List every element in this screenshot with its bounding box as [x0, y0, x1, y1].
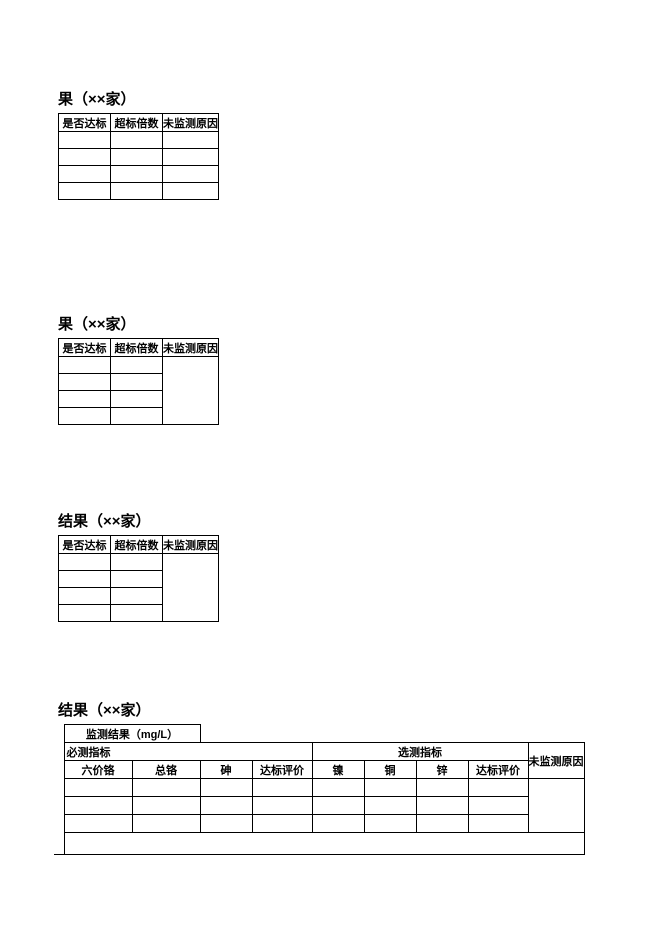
section-2-title: 果（××家）	[58, 313, 219, 334]
table-header-row: 是否达标 超标倍数 未监测原因	[59, 536, 219, 554]
section-2-table: 是否达标 超标倍数 未监测原因	[58, 338, 219, 425]
table-header-row-1: 监测结果（mg/L）	[54, 725, 584, 743]
col-compliant: 是否达标	[59, 339, 111, 357]
section-3-table: 是否达标 超标倍数 未监测原因	[58, 535, 219, 622]
col-cr6: 六价铬	[64, 761, 132, 779]
table-row	[54, 815, 584, 833]
table-footer-row	[54, 833, 584, 855]
section-3-title: 结果（××家）	[58, 510, 219, 531]
col-opt-eval: 达标评价	[468, 761, 528, 779]
col-optional-group: 选测指标	[312, 743, 528, 761]
col-multiple: 超标倍数	[111, 536, 163, 554]
col-result: 监测结果（mg/L）	[64, 725, 200, 743]
col-compliant: 是否达标	[59, 114, 111, 132]
section-4-table: 监测结果（mg/L） 必测指标 选测指标 未监测原因 六价铬 总铬 砷 达标评价…	[54, 724, 585, 855]
col-reason: 未监测原因	[163, 114, 219, 132]
section-2: 果（××家） 是否达标 超标倍数 未监测原因	[58, 313, 219, 425]
footer-cell	[64, 833, 584, 855]
col-zn: 锌	[416, 761, 468, 779]
table-row	[54, 779, 584, 797]
reason-cell	[528, 779, 584, 833]
col-req-eval: 达标评价	[252, 761, 312, 779]
lead-cell	[54, 725, 64, 855]
col-required-group: 必测指标	[64, 743, 312, 761]
section-1-title: 果（××家）	[58, 88, 219, 109]
section-4-title: 结果（××家）	[58, 699, 585, 720]
col-cu: 铜	[364, 761, 416, 779]
col-compliant: 是否达标	[59, 536, 111, 554]
table-header-row: 是否达标 超标倍数 未监测原因	[59, 114, 219, 132]
table-row	[59, 166, 219, 183]
table-row	[59, 183, 219, 200]
section-4: 结果（××家） 监测结果（mg/L） 必测指标 选测指标 未监测原因 六价铬 总…	[54, 699, 585, 855]
col-multiple: 超标倍数	[111, 339, 163, 357]
section-1: 果（××家） 是否达标 超标倍数 未监测原因	[58, 88, 219, 200]
col-ni: 镍	[312, 761, 364, 779]
table-row	[54, 797, 584, 815]
section-1-table: 是否达标 超标倍数 未监测原因	[58, 113, 219, 200]
col-multiple: 超标倍数	[111, 114, 163, 132]
table-row	[59, 149, 219, 166]
table-row	[59, 554, 219, 571]
col-totalcr: 总铬	[132, 761, 200, 779]
table-row	[59, 132, 219, 149]
col-reason: 未监测原因	[528, 743, 584, 779]
reason-cell	[163, 357, 219, 425]
col-reason: 未监测原因	[163, 536, 219, 554]
col-reason: 未监测原因	[163, 339, 219, 357]
section-3: 结果（××家） 是否达标 超标倍数 未监测原因	[58, 510, 219, 622]
table-header-row-2: 必测指标 选测指标 未监测原因	[54, 743, 584, 761]
col-as: 砷	[200, 761, 252, 779]
table-header-row: 是否达标 超标倍数 未监测原因	[59, 339, 219, 357]
reason-cell	[163, 554, 219, 622]
table-header-row-3: 六价铬 总铬 砷 达标评价 镍 铜 锌 达标评价	[54, 761, 584, 779]
table-row	[59, 357, 219, 374]
